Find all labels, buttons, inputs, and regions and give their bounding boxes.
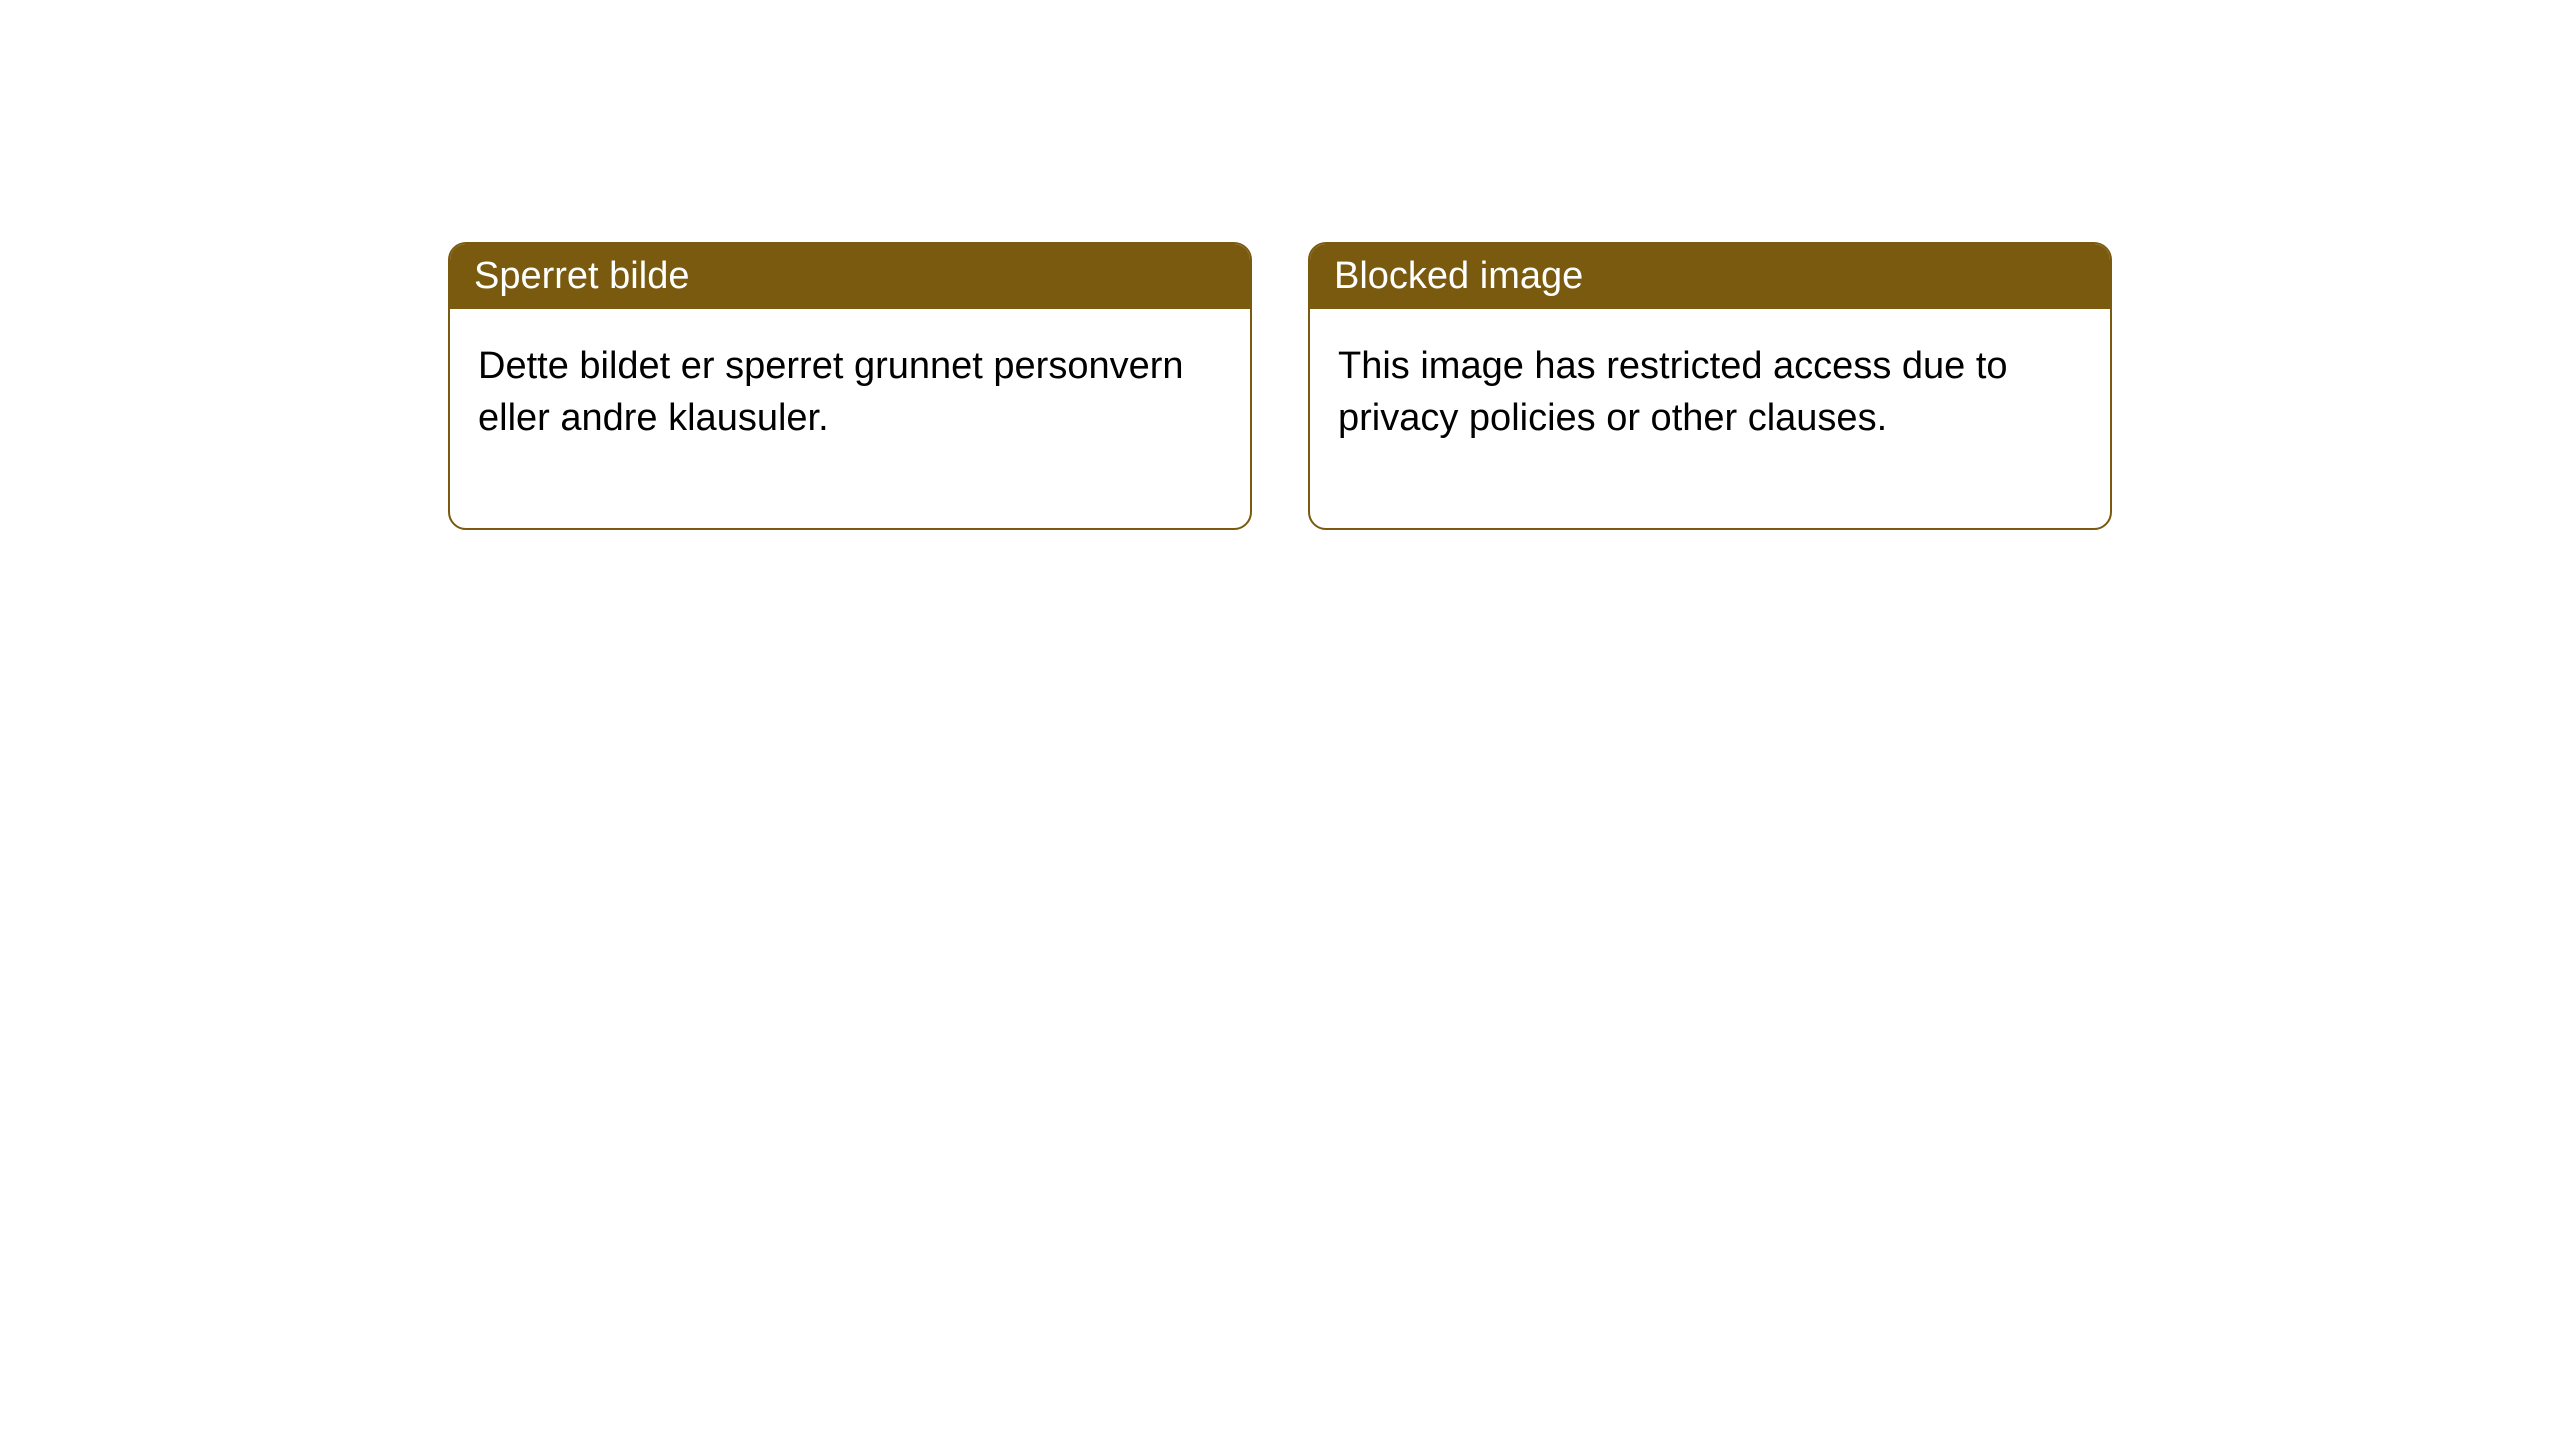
notice-body: Dette bildet er sperret grunnet personve… [450, 309, 1250, 528]
notice-header: Blocked image [1310, 244, 2110, 309]
notice-card-english: Blocked image This image has restricted … [1308, 242, 2112, 530]
notice-body: This image has restricted access due to … [1310, 309, 2110, 528]
notice-container: Sperret bilde Dette bildet er sperret gr… [0, 0, 2560, 530]
notice-card-norwegian: Sperret bilde Dette bildet er sperret gr… [448, 242, 1252, 530]
notice-header: Sperret bilde [450, 244, 1250, 309]
